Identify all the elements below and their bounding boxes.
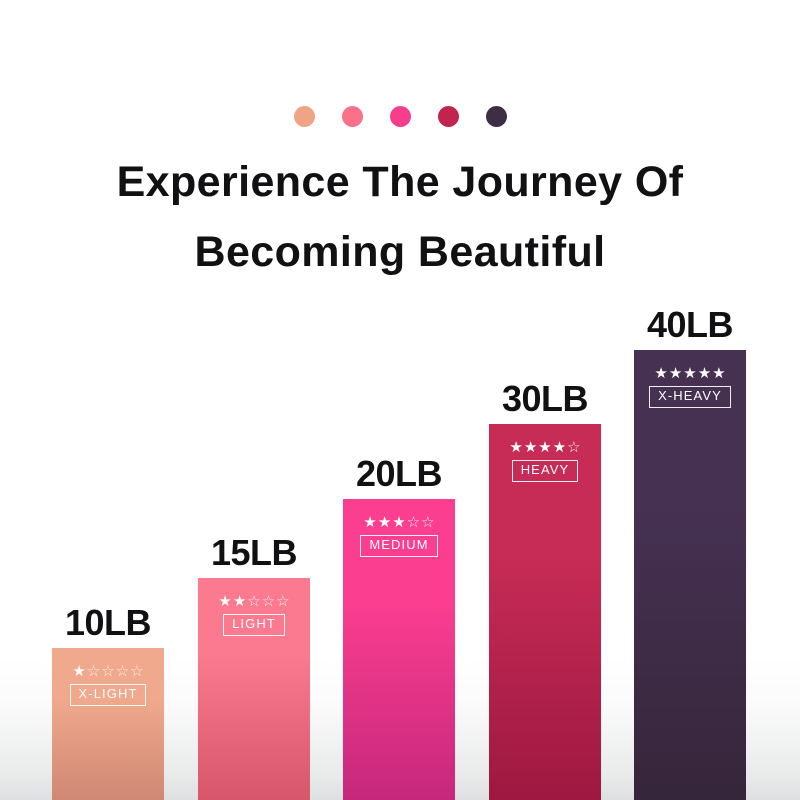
bar-weight-label: 40LB [646, 304, 734, 345]
star-filled-icon: ★ [712, 365, 726, 382]
star-rating: ★ ★ ★ ☆ ☆ [363, 515, 434, 530]
bar-level-tag: LIGHT [223, 614, 285, 636]
star-filled-icon: ★ [72, 663, 86, 680]
star-rating: ★ ★ ★ ★ ★ [654, 366, 725, 381]
star-filled-icon: ★ [683, 365, 697, 382]
bar-weight-label: 15LB [210, 532, 298, 573]
bar-badge: ★ ★ ★ ★ ★ X-HEAVY [634, 366, 746, 408]
bar-level-tag: X-HEAVY [649, 386, 731, 408]
star-filled-icon: ★ [668, 365, 683, 382]
bar-fill[interactable]: ★ ★ ★ ★ ☆ HEAVY [489, 424, 601, 800]
star-filled-icon: ★ [218, 593, 232, 610]
star-filled-icon: ★ [509, 439, 523, 456]
star-empty-icon: ☆ [567, 439, 581, 456]
bar-level-tag: MEDIUM [360, 535, 438, 557]
star-empty-icon: ☆ [261, 593, 276, 610]
star-filled-icon: ★ [697, 365, 712, 382]
dot-heavy [437, 106, 459, 127]
star-empty-icon: ☆ [421, 514, 435, 531]
dot-x-heavy [485, 106, 507, 127]
bar-column[interactable]: 20LB ★ ★ ★ ☆ ☆ MEDIUM [343, 453, 455, 800]
star-rating: ★ ☆ ☆ ☆ ☆ [72, 664, 143, 679]
star-empty-icon: ☆ [406, 514, 421, 531]
bar-fill[interactable]: ★ ★ ★ ☆ ☆ MEDIUM [343, 499, 455, 800]
star-filled-icon: ★ [654, 365, 668, 382]
page-title: Experience The Journey Of Becoming Beaut… [0, 148, 800, 287]
dot-x-light [293, 106, 315, 127]
star-filled-icon: ★ [552, 439, 567, 456]
star-empty-icon: ☆ [101, 663, 115, 680]
star-filled-icon: ★ [392, 514, 406, 531]
star-rating: ★ ★ ☆ ☆ ☆ [218, 594, 289, 609]
bar-weight-label: 20LB [355, 453, 443, 494]
bar-fill[interactable]: ★ ★ ★ ★ ★ X-HEAVY [634, 350, 746, 800]
bar-column[interactable]: 40LB ★ ★ ★ ★ ★ X-HEAVY [634, 304, 746, 800]
page-title-line-1: Experience The Journey Of [116, 158, 684, 206]
bar-fill[interactable]: ★ ★ ☆ ☆ ☆ LIGHT [198, 578, 310, 800]
color-swatch-row [0, 106, 800, 127]
star-empty-icon: ☆ [86, 663, 101, 680]
bar-column[interactable]: 30LB ★ ★ ★ ★ ☆ HEAVY [489, 378, 601, 800]
bar-badge: ★ ☆ ☆ ☆ ☆ X-LIGHT [52, 664, 164, 706]
star-filled-icon: ★ [363, 514, 377, 531]
star-filled-icon: ★ [538, 439, 552, 456]
bar-badge: ★ ★ ☆ ☆ ☆ LIGHT [198, 594, 310, 636]
dot-light [341, 106, 363, 127]
bar-fill[interactable]: ★ ☆ ☆ ☆ ☆ X-LIGHT [52, 648, 164, 800]
bar-level-tag: X-LIGHT [69, 684, 147, 706]
bar-badge: ★ ★ ★ ☆ ☆ MEDIUM [343, 515, 455, 557]
star-empty-icon: ☆ [115, 663, 130, 680]
star-empty-icon: ☆ [247, 593, 261, 610]
page-title-line-2: Becoming Beautiful [194, 227, 606, 276]
star-empty-icon: ☆ [276, 593, 290, 610]
bar-column[interactable]: 10LB ★ ☆ ☆ ☆ ☆ X-LIGHT [52, 602, 164, 800]
bar-weight-label: 10LB [64, 602, 152, 643]
bar-weight-label: 30LB [501, 378, 589, 419]
star-rating: ★ ★ ★ ★ ☆ [509, 440, 580, 455]
star-filled-icon: ★ [232, 593, 247, 610]
bar-badge: ★ ★ ★ ★ ☆ HEAVY [489, 440, 601, 482]
bar-column[interactable]: 15LB ★ ★ ☆ ☆ ☆ LIGHT [198, 532, 310, 800]
star-filled-icon: ★ [523, 439, 538, 456]
bar-level-tag: HEAVY [511, 460, 579, 482]
star-empty-icon: ☆ [130, 663, 144, 680]
star-filled-icon: ★ [377, 514, 392, 531]
dot-medium [389, 106, 411, 127]
